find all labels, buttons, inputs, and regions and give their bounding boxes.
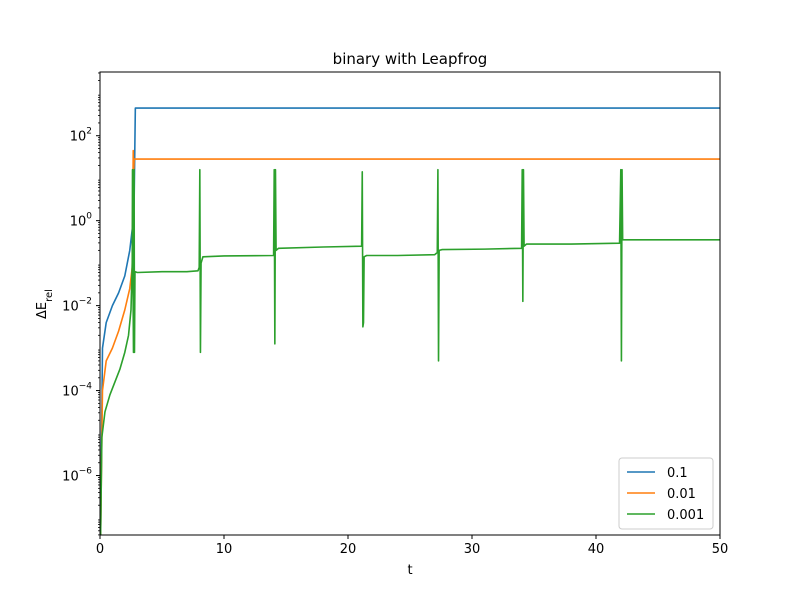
x-axis-label: t: [407, 563, 412, 578]
y-axis-label: ΔErel: [35, 289, 55, 319]
series-layer: [100, 107, 720, 535]
y-tick-label: 10−2: [62, 297, 92, 315]
series-line-0.1: [100, 107, 720, 535]
series-line-0.01: [100, 149, 720, 535]
x-tick-label: 40: [588, 542, 605, 557]
y-tick-label: 100: [70, 212, 93, 230]
legend-label: 0.001: [667, 508, 704, 523]
legend: 0.1 0.01 0.001: [618, 457, 714, 530]
legend-label: 0.1: [667, 466, 688, 481]
y-axis-label-subscript: rel: [44, 289, 55, 302]
x-axis-ticks: 0 10 20 30 40 50: [96, 535, 728, 557]
y-tick-label: 10−4: [62, 382, 92, 400]
series-line-0.001: [100, 168, 720, 535]
plot-frame: [99, 71, 721, 536]
chart-title: binary with Leapfrog: [333, 50, 488, 68]
x-tick-label: 50: [712, 542, 729, 557]
x-tick-label: 10: [216, 542, 233, 557]
x-tick-label: 0: [96, 542, 104, 557]
y-tick-label: 102: [70, 127, 92, 145]
y-axis-label-main: ΔE: [35, 302, 50, 319]
y-axis-ticks: 10−6 10−4 10−2 100 102: [62, 72, 100, 536]
x-tick-label: 30: [464, 542, 481, 557]
x-tick-label: 20: [340, 542, 357, 557]
legend-label: 0.01: [667, 487, 696, 502]
legend-box: [618, 457, 714, 530]
y-tick-label: 10−6: [62, 467, 92, 485]
